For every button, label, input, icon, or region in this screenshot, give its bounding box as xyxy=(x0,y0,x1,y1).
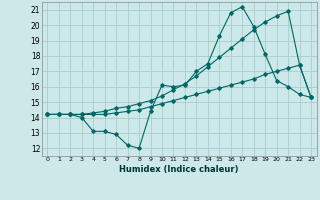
X-axis label: Humidex (Indice chaleur): Humidex (Indice chaleur) xyxy=(119,165,239,174)
